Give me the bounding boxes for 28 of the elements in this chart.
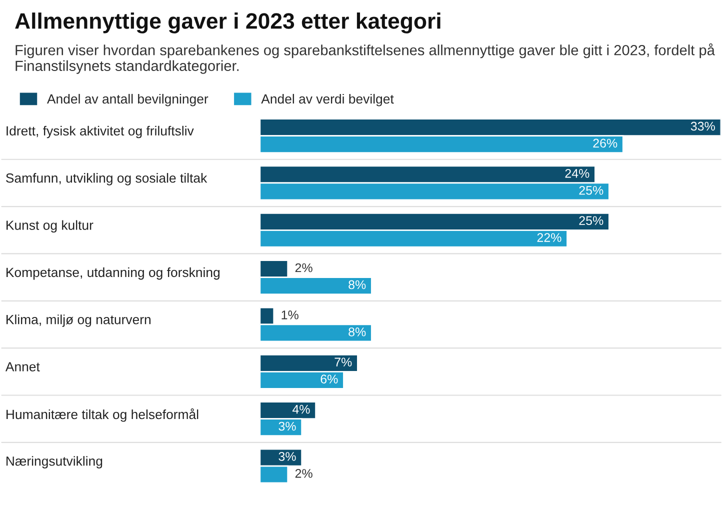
chart-subtitle: Figuren viser hvordan sparebankenes og sparebankstiftelsenes allmennyttige gaver ble gitt i 2023, fordelt på Finanstilsynets standardkategorier. [16,43,715,74]
data-label: 4% [292,404,310,414]
y-tick-label: Kompetanse, utdanning og forskning [6,267,220,280]
data-label: 3% [278,422,296,431]
data-label: 8% [348,327,366,336]
y-tick-label: Idrett, fysisk aktivitet og friluftsliv [6,126,194,138]
chart-title: Allmennyttige gaver i 2023 etter kategori [15,12,440,34]
data-label: 2% [295,263,312,272]
data-label: 8% [348,280,366,290]
data-label: 7% [334,358,352,366]
data-label: 1% [282,310,298,320]
data-label: 24% [565,168,590,178]
y-tick-label: Klima, miljø og naturvern [6,314,150,327]
data-label: 3% [278,452,296,461]
data-label: 6% [320,374,338,384]
data-label: 25% [579,186,604,195]
data-label: 25% [579,216,604,225]
data-label: 33% [690,122,715,131]
legend-label: Andel av antall bevilgninger [47,94,208,106]
data-label: 2% [295,469,312,478]
y-tick-label: Næringsutvikling [6,456,102,468]
y-tick-label: Humanitære tiltak og helseformål [6,408,198,422]
data-label: 26% [593,138,618,148]
y-tick-label: Kunst og kultur [6,220,94,233]
y-tick-label: Samfunn, utvikling og sosiale tiltak [6,173,208,186]
data-label: 22% [537,233,562,242]
y-tick-label: Annet [5,362,40,372]
legend-label: Andel av verdi bevilget [261,94,394,106]
